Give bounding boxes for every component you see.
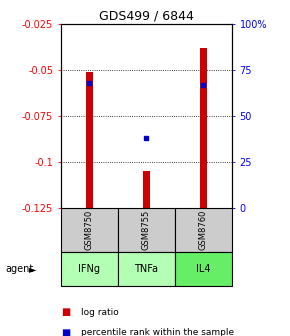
Bar [118,252,175,286]
Bar [175,208,232,252]
Text: agent: agent [6,264,34,274]
Text: ►: ► [29,264,37,274]
Text: GSM8760: GSM8760 [199,210,208,250]
Text: log ratio: log ratio [81,308,119,317]
Text: GSM8755: GSM8755 [142,210,151,250]
Bar [175,252,232,286]
Text: IL4: IL4 [196,264,211,274]
Text: ■: ■ [61,307,70,318]
Bar [61,208,118,252]
Bar [61,252,118,286]
Text: TNFa: TNFa [135,264,158,274]
Text: GSM8750: GSM8750 [85,210,94,250]
Bar [118,208,175,252]
Text: IFNg: IFNg [78,264,100,274]
Title: GDS499 / 6844: GDS499 / 6844 [99,9,194,23]
Bar [143,171,150,208]
Bar [86,72,93,208]
Bar [200,47,207,208]
Text: ■: ■ [61,328,70,336]
Text: percentile rank within the sample: percentile rank within the sample [81,328,234,336]
